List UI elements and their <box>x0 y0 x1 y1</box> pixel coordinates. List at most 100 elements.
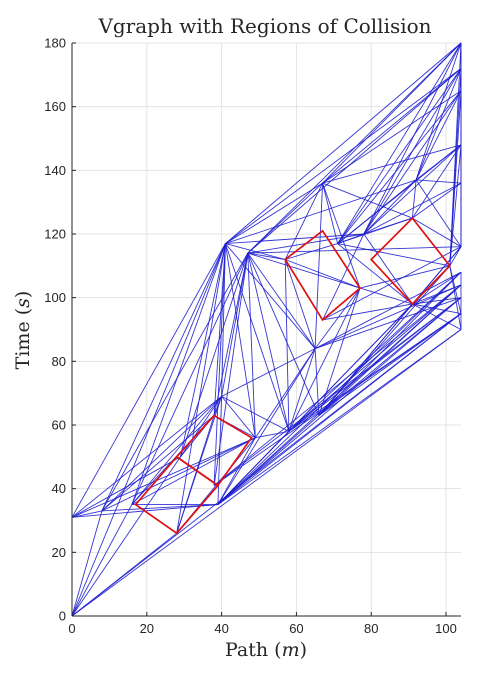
y-tick-label-4: 80 <box>52 354 66 369</box>
vgraph-edge-145 <box>288 297 462 432</box>
vgraph-edge-44 <box>217 329 462 505</box>
vgraph-edge-127 <box>449 90 462 266</box>
vgraph-edge-68 <box>247 68 462 254</box>
vgraph-edge-124 <box>449 246 462 267</box>
vgraph-edge-47 <box>217 431 290 505</box>
vgraph-edge-56 <box>225 42 462 244</box>
vgraph-edge-16 <box>101 252 249 512</box>
y-axis-label-main: Time <box>12 321 34 369</box>
vgraph-edge-4 <box>71 437 256 518</box>
x-axis-label-unit: m <box>282 639 300 661</box>
vgraph-edge-60 <box>224 243 290 432</box>
vgraph-edge-175 <box>288 287 361 432</box>
vgraph-edge-110 <box>412 246 462 305</box>
vgraph-edge-43 <box>217 313 462 505</box>
vgraph-edge-59 <box>225 243 316 349</box>
vgraph-edge-151 <box>412 303 462 330</box>
vgraph-edge-26 <box>176 415 215 534</box>
vgraph-edge-38 <box>221 396 290 432</box>
vgraph-edge-77 <box>318 284 462 416</box>
vgraph-edge-18 <box>101 415 215 512</box>
vgraph-edge-50 <box>213 284 462 486</box>
x-tick-label-0: 0 <box>68 621 75 636</box>
x-axis-label-main: Path <box>225 639 268 661</box>
vgraph-edge-34 <box>224 243 256 438</box>
x-tick-label-4: 80 <box>364 621 378 636</box>
vgraph-edge-94 <box>337 68 462 244</box>
vgraph-edge-101 <box>322 303 413 321</box>
vgraph-edge-93 <box>337 42 462 244</box>
vgraph-edge-55 <box>225 179 417 245</box>
collision-region-1 <box>175 414 253 487</box>
vgraph-edge-103 <box>363 179 417 235</box>
vgraph-edge-147 <box>314 271 462 349</box>
vgraph-edge-89 <box>322 90 462 184</box>
vgraph-edge-143 <box>288 271 462 432</box>
y-tick-label-6: 120 <box>44 227 66 242</box>
vgraph-edge-162 <box>101 504 218 512</box>
vgraph-edge-19 <box>131 396 222 505</box>
vgraph-edge-39 <box>221 348 316 397</box>
vgraph-edge-169 <box>217 437 256 505</box>
vgraph-edge-30 <box>213 243 226 486</box>
y-axis-label-close: ) <box>12 291 34 298</box>
vgraph-edge-61 <box>247 252 316 349</box>
vgraph-edge-107 <box>363 144 462 235</box>
vgraph-edge-36 <box>221 243 226 397</box>
vgraph-edge-148 <box>314 284 462 350</box>
vgraph-edge-13 <box>71 329 462 617</box>
vgraph-edge-17 <box>101 437 256 512</box>
vgraph-edge-144 <box>288 284 462 432</box>
x-tick-label-2: 40 <box>214 621 228 636</box>
vgraph-edge-149 <box>314 297 462 350</box>
vgraph-edge-156 <box>337 243 413 305</box>
vgraph-edge-158 <box>322 233 365 321</box>
vgraph-edge-123 <box>411 179 417 219</box>
vgraph-edge-1 <box>71 243 226 518</box>
vgraph-edge-118 <box>415 90 462 181</box>
vgraph-edge-117 <box>415 68 462 181</box>
collision-region-3 <box>370 216 451 306</box>
vgraph-edge-57 <box>225 68 462 244</box>
vgraph-edge-95 <box>337 90 462 244</box>
collision-region-2 <box>284 229 362 322</box>
vgraph-edge-15 <box>101 243 226 512</box>
vgraph-edge-73 <box>284 259 316 349</box>
vgraph-edge-152 <box>449 265 462 314</box>
x-tick-label-1: 20 <box>140 621 154 636</box>
vgraph-edge-84 <box>322 182 339 244</box>
vgraph-edge-76 <box>318 271 462 416</box>
vgraph-edge-8 <box>71 504 133 617</box>
vgraph-edge-35 <box>247 253 256 438</box>
vgraph-edge-90 <box>322 144 462 184</box>
y-tick-label-9: 180 <box>44 36 66 51</box>
axes <box>71 42 461 617</box>
vgraph-edge-79 <box>318 313 462 416</box>
y-tick-label-0: 0 <box>59 609 66 624</box>
vgraph-edge-32 <box>213 243 226 416</box>
vgraph-edge-22 <box>131 437 256 505</box>
vgraph-edge-121 <box>415 179 462 247</box>
y-axis-label-unit: s <box>12 298 34 308</box>
vgraph-edge-66 <box>247 252 361 289</box>
vgraph-edge-82 <box>284 182 324 260</box>
x-tick-label-5: 100 <box>435 621 457 636</box>
x-axis-label-open: ( <box>268 639 281 661</box>
vgraph-edge-157 <box>337 243 450 267</box>
vgraph-edge-65 <box>247 252 286 260</box>
y-tick-label-8: 160 <box>44 99 66 114</box>
vgraph-edge-119 <box>415 144 462 181</box>
vgraph-edge-63 <box>247 252 320 416</box>
vgraph-edge-167 <box>254 348 316 438</box>
vgraph-edge-159 <box>412 144 462 219</box>
vgraph-edge-49 <box>217 415 320 505</box>
vgraph-edge-115 <box>363 233 413 305</box>
x-axis-label-close: ) <box>300 639 307 661</box>
tick-labels: 0 20 40 60 80 100 0 20 40 60 80 100 120 140 160 180 <box>44 36 457 637</box>
vgraph-edge-166 <box>221 396 256 438</box>
vgraph-edge-11 <box>71 243 226 617</box>
y-axis-label-open: ( <box>12 308 34 321</box>
vgraph-edge-62 <box>247 252 290 432</box>
vgraph-edge-2 <box>71 510 102 518</box>
